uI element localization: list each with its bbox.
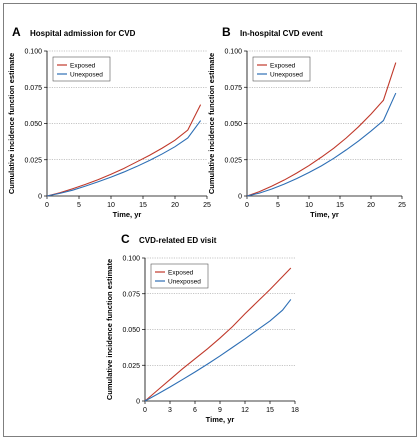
- panel-a-ytick-label: 0.100: [24, 49, 42, 56]
- panel-b-label: B: [222, 25, 231, 39]
- panel-c-legend-label: Unexposed: [168, 278, 201, 285]
- panel-b-chart: B In-hospital CVD event 0 0.025 0.050 0.075 0.…: [207, 25, 406, 219]
- panel-a-title: Hospital admission for CVD: [30, 29, 136, 38]
- panel-c-xtick-label: 12: [241, 407, 249, 414]
- panel-a-legend-box: [52, 56, 111, 82]
- panel-a-xtick-label: 15: [139, 202, 147, 209]
- panel-a-xtick-label: 20: [171, 202, 179, 209]
- panel-b-ytick-label: 0.100: [224, 49, 242, 56]
- panel-a-xtick-label: 10: [107, 202, 115, 209]
- panel-b-xtick-label: 10: [305, 202, 313, 209]
- panel-a-ytick-label: 0.025: [24, 157, 42, 164]
- panel-b-series-exposed: [246, 62, 397, 197]
- panel-a-xtick-label: 5: [77, 202, 81, 209]
- panel-b-series-unexposed: [246, 92, 397, 197]
- panel-b-xtick-label: 25: [398, 202, 406, 209]
- panel-a-xlabel: Time, yr: [113, 210, 142, 219]
- panel-a-ytick-label: 0.050: [24, 121, 42, 128]
- panel-a-ylabel: Cumulative incidence function estimate: [7, 53, 16, 194]
- panel-b-legend-label: Unexposed: [270, 71, 303, 78]
- panel-b-xtick-label: 0: [245, 202, 249, 209]
- panel-a-xtick-label: 25: [203, 202, 211, 209]
- panel-a-xtick-label: 0: [45, 202, 49, 209]
- panel-b-ytick-label: 0: [238, 194, 242, 201]
- panel-c-ylabel: Cumulative incidence function estimate: [105, 259, 114, 400]
- panel-b-ytick-label: 0.025: [224, 157, 242, 164]
- panel-a-legend-label: Unexposed: [70, 71, 103, 78]
- panel-c-ytick-label: 0.100: [122, 256, 140, 263]
- panel-c-xlabel: Time, yr: [206, 415, 235, 424]
- panel-c-legend-label: Exposed: [168, 269, 194, 276]
- panel-c-chart: C CVD-related ED visit 0 0.025 0.050 0.075 0.1…: [105, 232, 299, 424]
- panel-c-label: C: [121, 232, 130, 246]
- panel-b-ylabel: Cumulative incidence function estimate: [207, 53, 216, 194]
- panel-b-legend-box: [252, 56, 311, 82]
- panel-c-ytick-label: 0.025: [122, 363, 140, 370]
- panel-c-xtick-label: 9: [218, 407, 222, 414]
- panel-c-ytick-label: 0: [136, 399, 140, 406]
- panel-c-xtick-label: 0: [143, 407, 147, 414]
- panel-a-ytick-label: 0.075: [24, 85, 42, 92]
- panel-b-xtick-label: 20: [367, 202, 375, 209]
- panel-b-xtick-label: 15: [336, 202, 344, 209]
- panel-c-xtick-label: 18: [291, 407, 299, 414]
- panel-c-series-unexposed: [144, 299, 292, 402]
- panel-b-xtick-label: 5: [276, 202, 280, 209]
- panel-c-title: CVD-related ED visit: [139, 236, 217, 245]
- panel-b-legend-label: Exposed: [270, 62, 296, 69]
- panel-c-ytick-label: 0.050: [122, 327, 140, 334]
- panel-b-ytick-label: 0.050: [224, 121, 242, 128]
- panel-a-chart: A Hospital admission for CVD 0 0.025 0.050 0.…: [7, 25, 211, 219]
- panel-a-ytick-label: 0: [38, 194, 42, 201]
- panel-c-legend-box: [150, 263, 209, 289]
- panel-b-title: In-hospital CVD event: [240, 29, 323, 38]
- panel-c-xtick-label: 3: [168, 407, 172, 414]
- panel-a-series-unexposed: [46, 120, 202, 197]
- panel-c-xtick-label: 15: [266, 407, 274, 414]
- panel-c-xtick-label: 6: [193, 407, 197, 414]
- panel-a-label: A: [12, 25, 21, 39]
- panel-c-series-exposed: [144, 267, 292, 402]
- panel-c-ytick-label: 0.075: [122, 291, 140, 298]
- panel-a-series-exposed: [46, 104, 202, 197]
- panel-b-ytick-label: 0.075: [224, 85, 242, 92]
- panel-a-legend-label: Exposed: [70, 62, 96, 69]
- figure-frame: [3, 3, 417, 437]
- panel-b-xlabel: Time, yr: [310, 210, 339, 219]
